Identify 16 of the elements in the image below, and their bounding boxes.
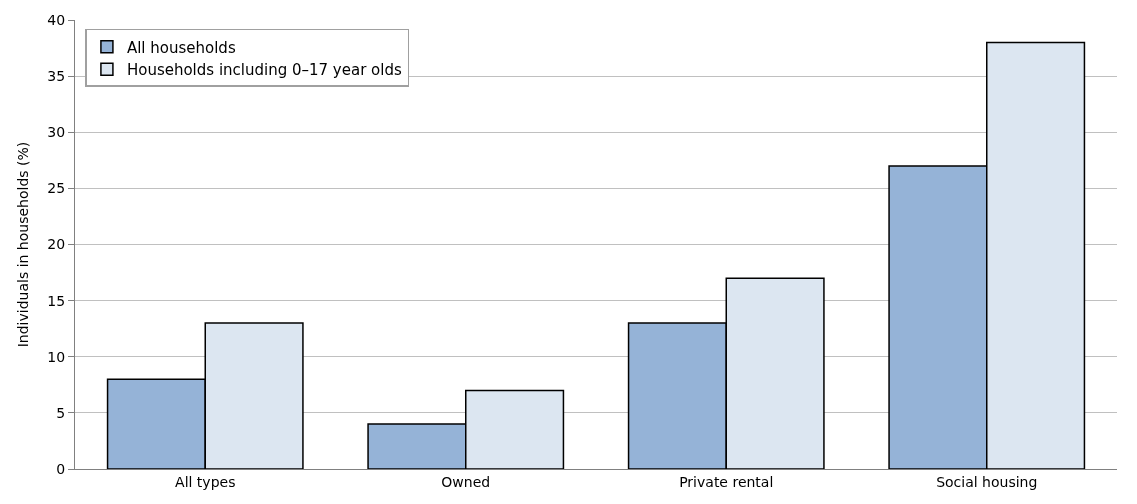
- x-tick-label: Private rental: [679, 473, 774, 490]
- y-tick-label: 20: [47, 236, 66, 253]
- legend-label: All households: [126, 38, 236, 57]
- y-tick-label: 15: [47, 292, 66, 309]
- legend-label: Households including 0–17 year olds: [126, 61, 402, 80]
- y-tick-label: 30: [47, 124, 66, 141]
- x-tick-label: Social housing: [936, 473, 1038, 490]
- x-tick-label: Owned: [441, 473, 491, 490]
- y-axis-title: Individuals in households (%): [14, 141, 31, 348]
- x-tick-label: All types: [175, 473, 236, 490]
- y-tick-label: 10: [47, 348, 66, 365]
- y-tick-label: 0: [56, 460, 66, 477]
- y-tick-label: 35: [47, 68, 66, 85]
- y-tick-label: 40: [47, 11, 66, 28]
- y-tick-label: 25: [47, 180, 66, 197]
- y-tick-label: 5: [56, 404, 66, 421]
